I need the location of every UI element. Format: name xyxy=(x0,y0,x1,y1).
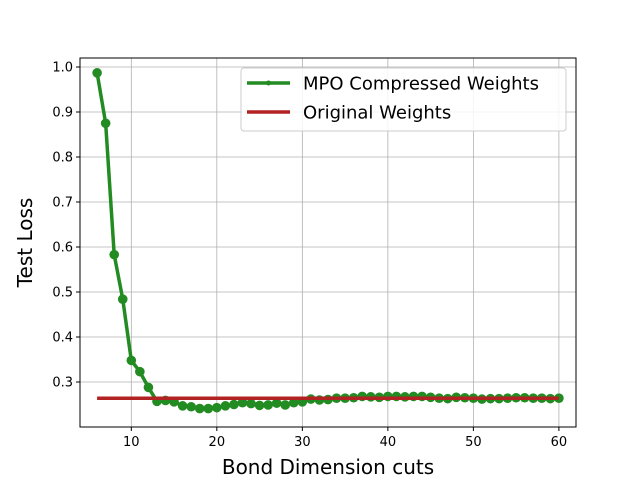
data-point-mpo-compressed-weights xyxy=(117,294,128,305)
data-point-mpo-compressed-weights xyxy=(100,118,111,129)
data-point-mpo-compressed-weights xyxy=(177,401,188,411)
data-point-mpo-compressed-weights xyxy=(237,397,248,408)
y-tick-label: 0.7 xyxy=(52,196,73,211)
x-tick-label: 20 xyxy=(209,435,226,450)
data-point-mpo-compressed-weights xyxy=(246,398,256,409)
x-tick-label: 50 xyxy=(465,435,482,450)
y-tick-label: 0.9 xyxy=(52,106,73,121)
plot-area-frame xyxy=(79,57,577,428)
data-point-mpo-compressed-weights xyxy=(143,382,154,393)
legend-box xyxy=(240,67,567,132)
data-point-mpo-compressed-weights xyxy=(288,397,299,408)
x-axis-label: Bond Dimension cuts xyxy=(222,455,434,479)
data-point-mpo-compressed-weights xyxy=(212,402,222,413)
x-tick-label: 40 xyxy=(380,435,397,450)
data-point-mpo-compressed-weights xyxy=(135,366,145,377)
data-point-mpo-compressed-weights xyxy=(271,398,282,408)
x-tick-label: 10 xyxy=(123,435,140,450)
y-tick-label: 1.0 xyxy=(52,61,73,76)
data-point-mpo-compressed-weights xyxy=(229,399,239,410)
legend: MPO Compressed Weights Original Weights xyxy=(240,67,567,132)
data-point-mpo-compressed-weights xyxy=(194,403,205,414)
legend-label-original-weights: Original Weights xyxy=(303,103,451,124)
data-point-mpo-compressed-weights xyxy=(126,355,137,366)
y-axis-label: Test Loss xyxy=(13,198,37,289)
series-layer xyxy=(92,68,564,414)
y-tick-label: 0.5 xyxy=(52,286,73,301)
y-tick-label: 0.6 xyxy=(52,241,73,256)
data-point-mpo-compressed-weights xyxy=(254,400,265,411)
x-tick-label: 60 xyxy=(551,435,568,450)
data-point-mpo-compressed-weights xyxy=(220,401,231,411)
y-tick-label: 0.3 xyxy=(52,376,73,391)
data-point-mpo-compressed-weights xyxy=(92,68,102,78)
legend-label-mpo-compressed-weights: MPO Compressed Weights xyxy=(303,74,539,95)
data-point-mpo-compressed-weights xyxy=(203,403,214,414)
data-point-mpo-compressed-weights xyxy=(280,400,291,410)
legend-marker-mpo-compressed-weights xyxy=(266,80,271,86)
data-point-mpo-compressed-weights xyxy=(109,249,120,260)
data-point-mpo-compressed-weights xyxy=(263,400,273,410)
y-tick-label: 0.4 xyxy=(52,331,73,346)
y-tick-label: 0.8 xyxy=(52,151,73,166)
data-point-mpo-compressed-weights xyxy=(186,401,196,412)
axis-ticks: 10 20 30 40 50 60 0.3 0.4 0.5 0.6 0.7 0.8 0.9 1.0 xyxy=(52,61,567,451)
x-tick-label: 30 xyxy=(294,435,311,450)
